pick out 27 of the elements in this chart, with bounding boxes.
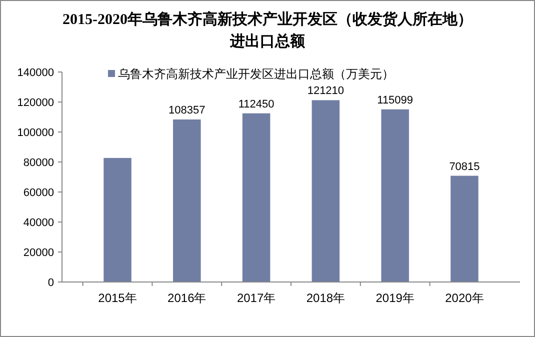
y-tick-label: 0 xyxy=(48,277,54,289)
y-tick-label: 20000 xyxy=(23,247,54,259)
y-tick-label: 60000 xyxy=(23,187,54,199)
x-tick-label: 2019年 xyxy=(376,291,414,305)
text: 115099 xyxy=(377,94,414,106)
y-tick-label: 80000 xyxy=(23,157,54,169)
bar xyxy=(381,109,409,282)
x-tick-label: 2018年 xyxy=(306,291,346,305)
y-tick-label: 40000 xyxy=(23,217,54,229)
text: 108357 xyxy=(168,104,206,116)
y-tick-label: 140000 xyxy=(17,67,54,79)
bar xyxy=(450,176,478,282)
text: 112450 xyxy=(238,98,274,110)
text: 70815 xyxy=(449,160,480,173)
x-tick-label: 2020年 xyxy=(445,291,484,305)
bar xyxy=(173,119,201,282)
bar xyxy=(242,113,270,282)
x-tick-label: 2015年 xyxy=(98,291,137,305)
bar xyxy=(104,158,132,282)
y-tick-label: 100000 xyxy=(17,127,54,139)
legend-label: 乌鲁木齐高新技术产业开发区进出口总额（万美元） xyxy=(118,67,394,81)
y-tick-label: 120000 xyxy=(17,97,54,109)
x-tick-label: 2016年 xyxy=(168,291,206,305)
text: 121210 xyxy=(307,85,344,98)
x-tick-label: 2017年 xyxy=(236,291,276,305)
bar xyxy=(312,100,340,282)
chart-title: 2015-2020年乌鲁木齐高新技术产业开发区（收发货人所在地）进出口总额 xyxy=(62,10,472,50)
